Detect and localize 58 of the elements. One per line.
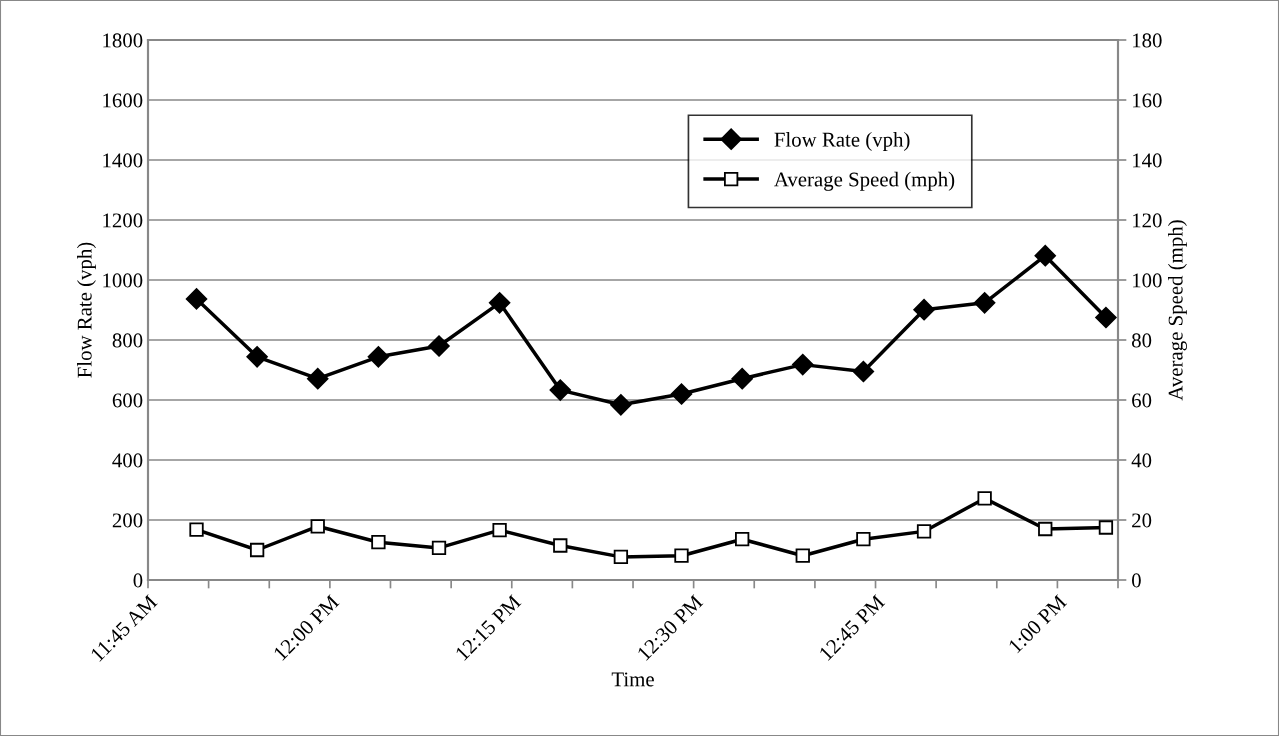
point	[185, 288, 208, 310]
point	[307, 367, 329, 390]
point	[371, 535, 386, 550]
point	[488, 292, 511, 314]
y2-tick-label: 60	[1132, 393, 1152, 408]
point	[977, 491, 992, 506]
y2-tick-label: 0	[1131, 573, 1141, 588]
y-tick-label: 0	[133, 573, 143, 588]
y-tick-label: 600	[112, 393, 143, 408]
y-axis-title: Flow Rate (vph)	[77, 242, 96, 378]
point	[613, 549, 629, 565]
point	[735, 532, 750, 547]
point	[1034, 244, 1056, 267]
y2-tick-label: 120	[1133, 213, 1162, 228]
point	[549, 379, 572, 401]
point	[492, 523, 507, 538]
point	[553, 538, 568, 553]
point	[731, 367, 753, 390]
y2-tick-label: 20	[1132, 513, 1152, 528]
point	[189, 522, 204, 537]
y-tick-label: 1400	[103, 153, 143, 168]
point	[792, 353, 814, 376]
legend-label: Average Speed (mph)	[774, 171, 955, 191]
point	[913, 298, 935, 321]
y-tick-label: 1000	[103, 273, 143, 288]
point	[795, 548, 810, 563]
legend-label: Flow Rate (vph)	[774, 132, 910, 151]
point	[249, 542, 265, 558]
point	[246, 346, 268, 368]
point	[852, 360, 875, 383]
y2-tick-label: 140	[1133, 153, 1162, 168]
y-tick-label: 200	[112, 513, 143, 528]
point	[674, 548, 689, 563]
point	[610, 394, 632, 416]
y2-tick-label: 80	[1131, 333, 1152, 348]
y2-tick-label: 40	[1131, 453, 1152, 468]
y-tick-label: 1800	[103, 33, 143, 48]
point	[431, 540, 447, 556]
y2-tick-label: 100	[1133, 273, 1162, 288]
x-axis-title: Time	[611, 672, 654, 687]
point	[310, 519, 325, 534]
y2-tick-label: 180	[1133, 33, 1162, 48]
y2-axis-title: Average Speed (mph)	[1168, 220, 1187, 401]
point	[916, 524, 932, 539]
y-tick-label: 400	[112, 453, 143, 468]
point	[856, 532, 871, 547]
point	[1095, 306, 1117, 329]
point	[670, 383, 693, 405]
point	[1038, 521, 1053, 537]
point	[428, 335, 450, 357]
point	[1098, 520, 1114, 535]
point	[973, 292, 996, 314]
y-tick-label: 800	[112, 333, 143, 348]
x-tick-label: 1:00 PM	[1007, 594, 1068, 654]
y2-tick-label: 160	[1133, 93, 1162, 108]
y-tick-label: 1600	[103, 93, 143, 108]
point	[367, 346, 390, 368]
y-tick-label: 1200	[103, 213, 143, 228]
